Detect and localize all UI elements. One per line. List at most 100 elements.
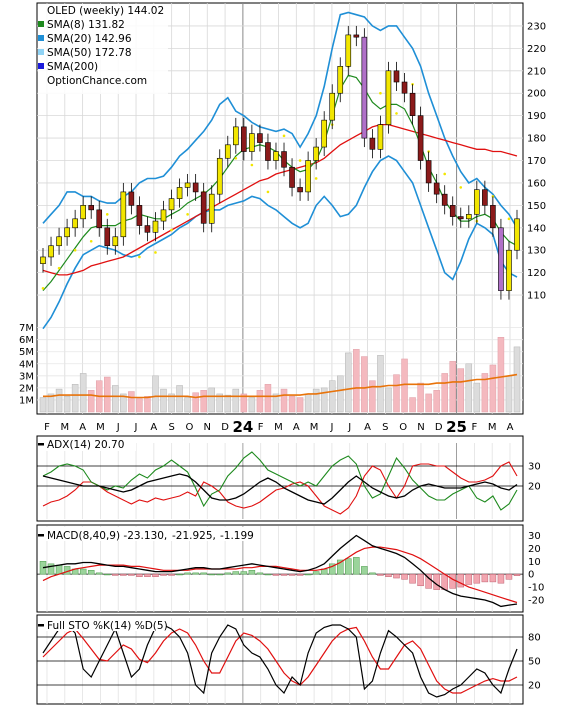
date-tick-label: O: [186, 422, 194, 433]
volume-bar: [224, 394, 232, 413]
price-candle: [80, 205, 86, 220]
legend-swatch-sma50: [38, 49, 44, 55]
macd-signal-value: -21.925,: [172, 530, 216, 542]
price-candle: [385, 70, 392, 125]
sar-dot: [186, 213, 189, 216]
volume-bar: [120, 393, 127, 413]
sar-dot: [105, 213, 109, 216]
price-tick-label: 140: [527, 223, 546, 234]
stochastic-d-line: [42, 626, 518, 694]
price-candle: [425, 160, 432, 184]
tick-label: 20: [528, 681, 541, 692]
macd-histogram-bar: [256, 572, 264, 575]
macd-histogram-bar: [457, 573, 465, 588]
volume-bar: [328, 380, 336, 413]
price-candle: [120, 191, 127, 238]
sar-dot: [89, 239, 93, 243]
volume-bar: [256, 390, 264, 413]
price-tick-label: 150: [527, 201, 546, 212]
price-candle: [168, 198, 175, 211]
date-tick-label: O: [399, 422, 407, 433]
price-candle: [393, 70, 400, 83]
price-tick-label: 190: [527, 111, 546, 122]
date-tick-label: A: [150, 422, 157, 433]
macd-histogram-bar: [328, 563, 336, 575]
date-tick-label: J: [329, 422, 333, 433]
price-candle: [192, 182, 199, 193]
volume-bar: [240, 393, 248, 413]
sar-dot: [395, 112, 398, 115]
legend-sma200: SMA(200): [47, 61, 98, 73]
volume-bar: [288, 396, 296, 413]
price-candle: [88, 205, 95, 211]
macd-legend-swatch: [38, 534, 44, 537]
volume-bar: [144, 396, 151, 413]
stochastic-title: Full STO %K(14) %D(5): [47, 620, 168, 632]
date-tick-label: M: [488, 422, 497, 433]
macd-histogram-bar: [361, 566, 368, 575]
volume-bar: [152, 375, 159, 413]
price-axis-ticks: 110 120 130 140 150 160 170 180 190 200 210 220 230: [527, 21, 546, 301]
tick-label: -20: [528, 595, 544, 606]
volume-tick-label: 7M: [19, 323, 34, 334]
macd-histogram-bar: [47, 563, 55, 575]
price-candle: [289, 166, 295, 188]
stochastic-legend-swatch: [38, 624, 44, 627]
volume-bar: [280, 388, 288, 413]
price-candle: [305, 160, 311, 193]
macd-histogram-bar: [312, 571, 320, 575]
price-candle: [506, 249, 512, 291]
date-tick-label: A: [79, 422, 86, 433]
volume-bar: [377, 355, 384, 413]
sar-dot: [138, 255, 141, 259]
date-tick-label: A: [293, 422, 300, 433]
volume-bar: [369, 380, 376, 413]
sar-dot: [41, 287, 45, 290]
macd-histogram-bar: [385, 573, 392, 577]
volume-bar: [232, 388, 240, 413]
volume-bar: [409, 397, 416, 413]
stochastic-legend-background: [38, 617, 166, 631]
macd-histogram-bar: [433, 573, 440, 590]
macd-histogram-bar: [55, 564, 63, 575]
date-tick-label: F: [44, 422, 50, 433]
price-candle: [96, 209, 103, 229]
macd-histogram-bar: [417, 573, 424, 587]
sar-dot: [154, 251, 157, 254]
volume-bar: [304, 393, 312, 413]
price-tick-label: 120: [527, 268, 546, 279]
date-tick-label: M: [96, 422, 105, 433]
chart-legend: OLED (weekly) 144.02 SMA(8) 131.82 SMA(2…: [38, 4, 168, 94]
price-candle: [377, 124, 384, 150]
macd-histogram-bar: [216, 573, 223, 576]
macd-histogram-bar: [377, 573, 384, 576]
volume-bar: [489, 364, 497, 413]
legend-swatch-sma8: [38, 21, 44, 27]
macd-histogram-bar: [176, 573, 183, 576]
price-candle: [249, 133, 255, 152]
volume-bar: [47, 393, 55, 413]
date-tick-label: A: [364, 422, 371, 433]
price-candle: [441, 193, 448, 206]
macd-histogram-bar: [497, 573, 505, 584]
date-tick-label: N: [204, 422, 211, 433]
date-tick-label: D: [435, 422, 443, 433]
macd-signal-line: [42, 546, 518, 604]
macd-histogram-bar: [449, 573, 456, 589]
volume-bar: [425, 393, 432, 413]
date-tick-label: S: [382, 422, 388, 433]
price-tick-label: 220: [527, 44, 546, 55]
price-candle: [144, 225, 151, 233]
price-candle: [216, 157, 223, 195]
volume-bar: [385, 387, 392, 413]
macd-histogram-bar: [232, 571, 240, 575]
legend-sma20: SMA(20) 142.96: [47, 33, 132, 45]
macd-histogram-bar: [401, 573, 408, 580]
macd-histogram-bar: [345, 558, 352, 575]
sar-dot: [282, 134, 286, 138]
macd-histogram-bar: [152, 573, 159, 577]
price-tick-label: 180: [527, 134, 546, 145]
sar-dot: [459, 186, 463, 189]
